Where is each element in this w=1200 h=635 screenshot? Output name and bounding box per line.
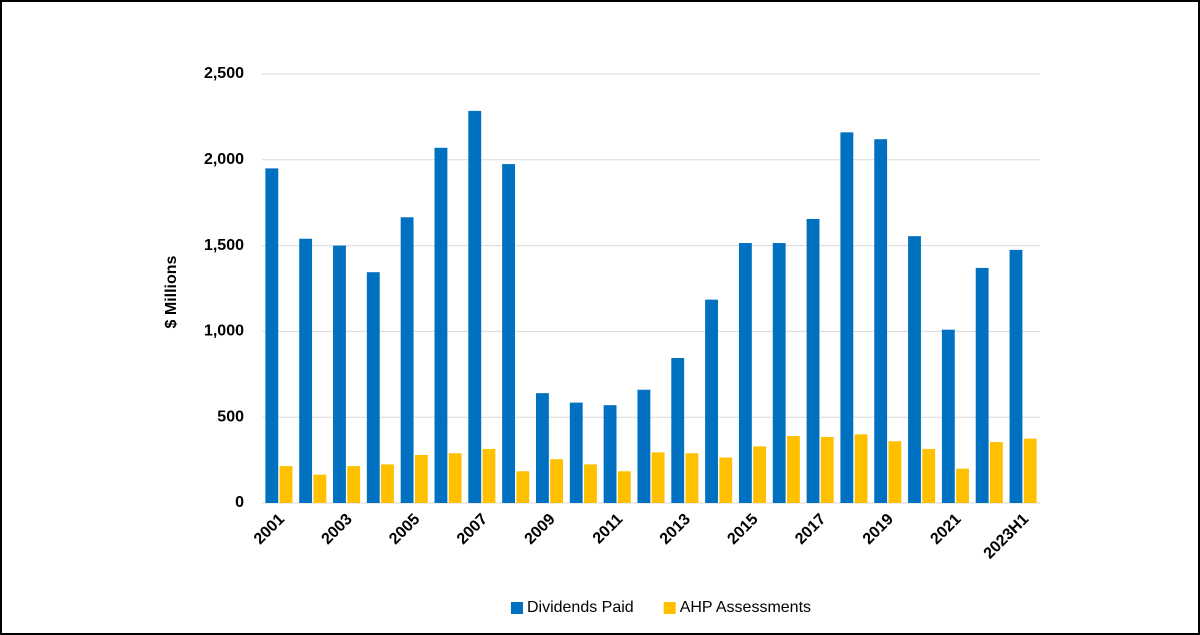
- x-tick-label: 2009: [522, 511, 559, 548]
- bar: [603, 405, 617, 503]
- bar: [400, 217, 414, 503]
- bar: [333, 245, 346, 503]
- bar: [989, 442, 1003, 503]
- bar: [975, 267, 989, 503]
- bar: [806, 219, 820, 503]
- x-tick-label: 2011: [590, 511, 627, 548]
- bar: [584, 464, 597, 503]
- bar: [637, 389, 651, 503]
- bar: [313, 474, 327, 503]
- x-tick-label: 2017: [792, 511, 829, 548]
- bar: [719, 457, 733, 503]
- x-tick-label: 2021: [927, 511, 964, 548]
- bar: [516, 471, 530, 503]
- bar: [908, 236, 921, 504]
- bar: [381, 464, 394, 503]
- y-tick-label: 2,000: [204, 151, 244, 168]
- x-tick-label: 2013: [657, 511, 694, 548]
- y-tick-label: 1,500: [204, 237, 244, 254]
- bar: [956, 468, 969, 503]
- bar: [671, 357, 685, 503]
- y-tick-label: 500: [217, 408, 244, 425]
- bar: [366, 272, 380, 503]
- x-tick-label: 2003: [319, 511, 356, 548]
- bar: [265, 168, 279, 503]
- x-tick-label: 2019: [860, 511, 897, 548]
- legend-swatch: [663, 602, 676, 614]
- legend-label: AHP Assessments: [680, 599, 811, 616]
- bar: [738, 243, 752, 503]
- bar: [1023, 438, 1037, 503]
- y-tick-label: 2,500: [204, 65, 244, 82]
- bar: [786, 436, 800, 503]
- bar: [434, 147, 448, 503]
- bar: [888, 441, 902, 503]
- legend-label: Dividends Paid: [527, 599, 634, 616]
- bar: [651, 452, 665, 503]
- bar: [468, 110, 482, 504]
- y-tick-label: 0: [235, 494, 244, 511]
- bar: [941, 329, 955, 503]
- bar: [347, 466, 361, 503]
- bar: [535, 393, 549, 503]
- bar: [1009, 249, 1023, 503]
- x-tick-label: 2015: [724, 511, 761, 548]
- bar: [550, 459, 564, 503]
- x-tick-label: 2005: [386, 511, 423, 548]
- legend-swatch: [510, 602, 523, 614]
- bar: [820, 436, 834, 503]
- bar: [279, 466, 293, 503]
- bar: [753, 446, 767, 503]
- bar: [840, 132, 854, 503]
- bar: [854, 434, 868, 503]
- bar: [569, 402, 583, 503]
- y-axis-label: $ Millions: [163, 255, 180, 328]
- bar: [414, 454, 428, 503]
- x-tick-label: 2007: [454, 511, 491, 548]
- bar: [299, 238, 313, 503]
- bar: [705, 299, 718, 503]
- x-tick-label: 2023H1: [981, 511, 1033, 563]
- bar: [772, 243, 786, 503]
- bar: [482, 448, 496, 503]
- bar: [685, 453, 699, 503]
- x-tick-label: 2001: [251, 511, 288, 548]
- bar: [448, 453, 462, 503]
- bar: [502, 164, 516, 503]
- bar: [922, 448, 936, 503]
- y-tick-label: 1,000: [204, 323, 244, 340]
- bar: [874, 139, 888, 503]
- bar: [617, 471, 631, 503]
